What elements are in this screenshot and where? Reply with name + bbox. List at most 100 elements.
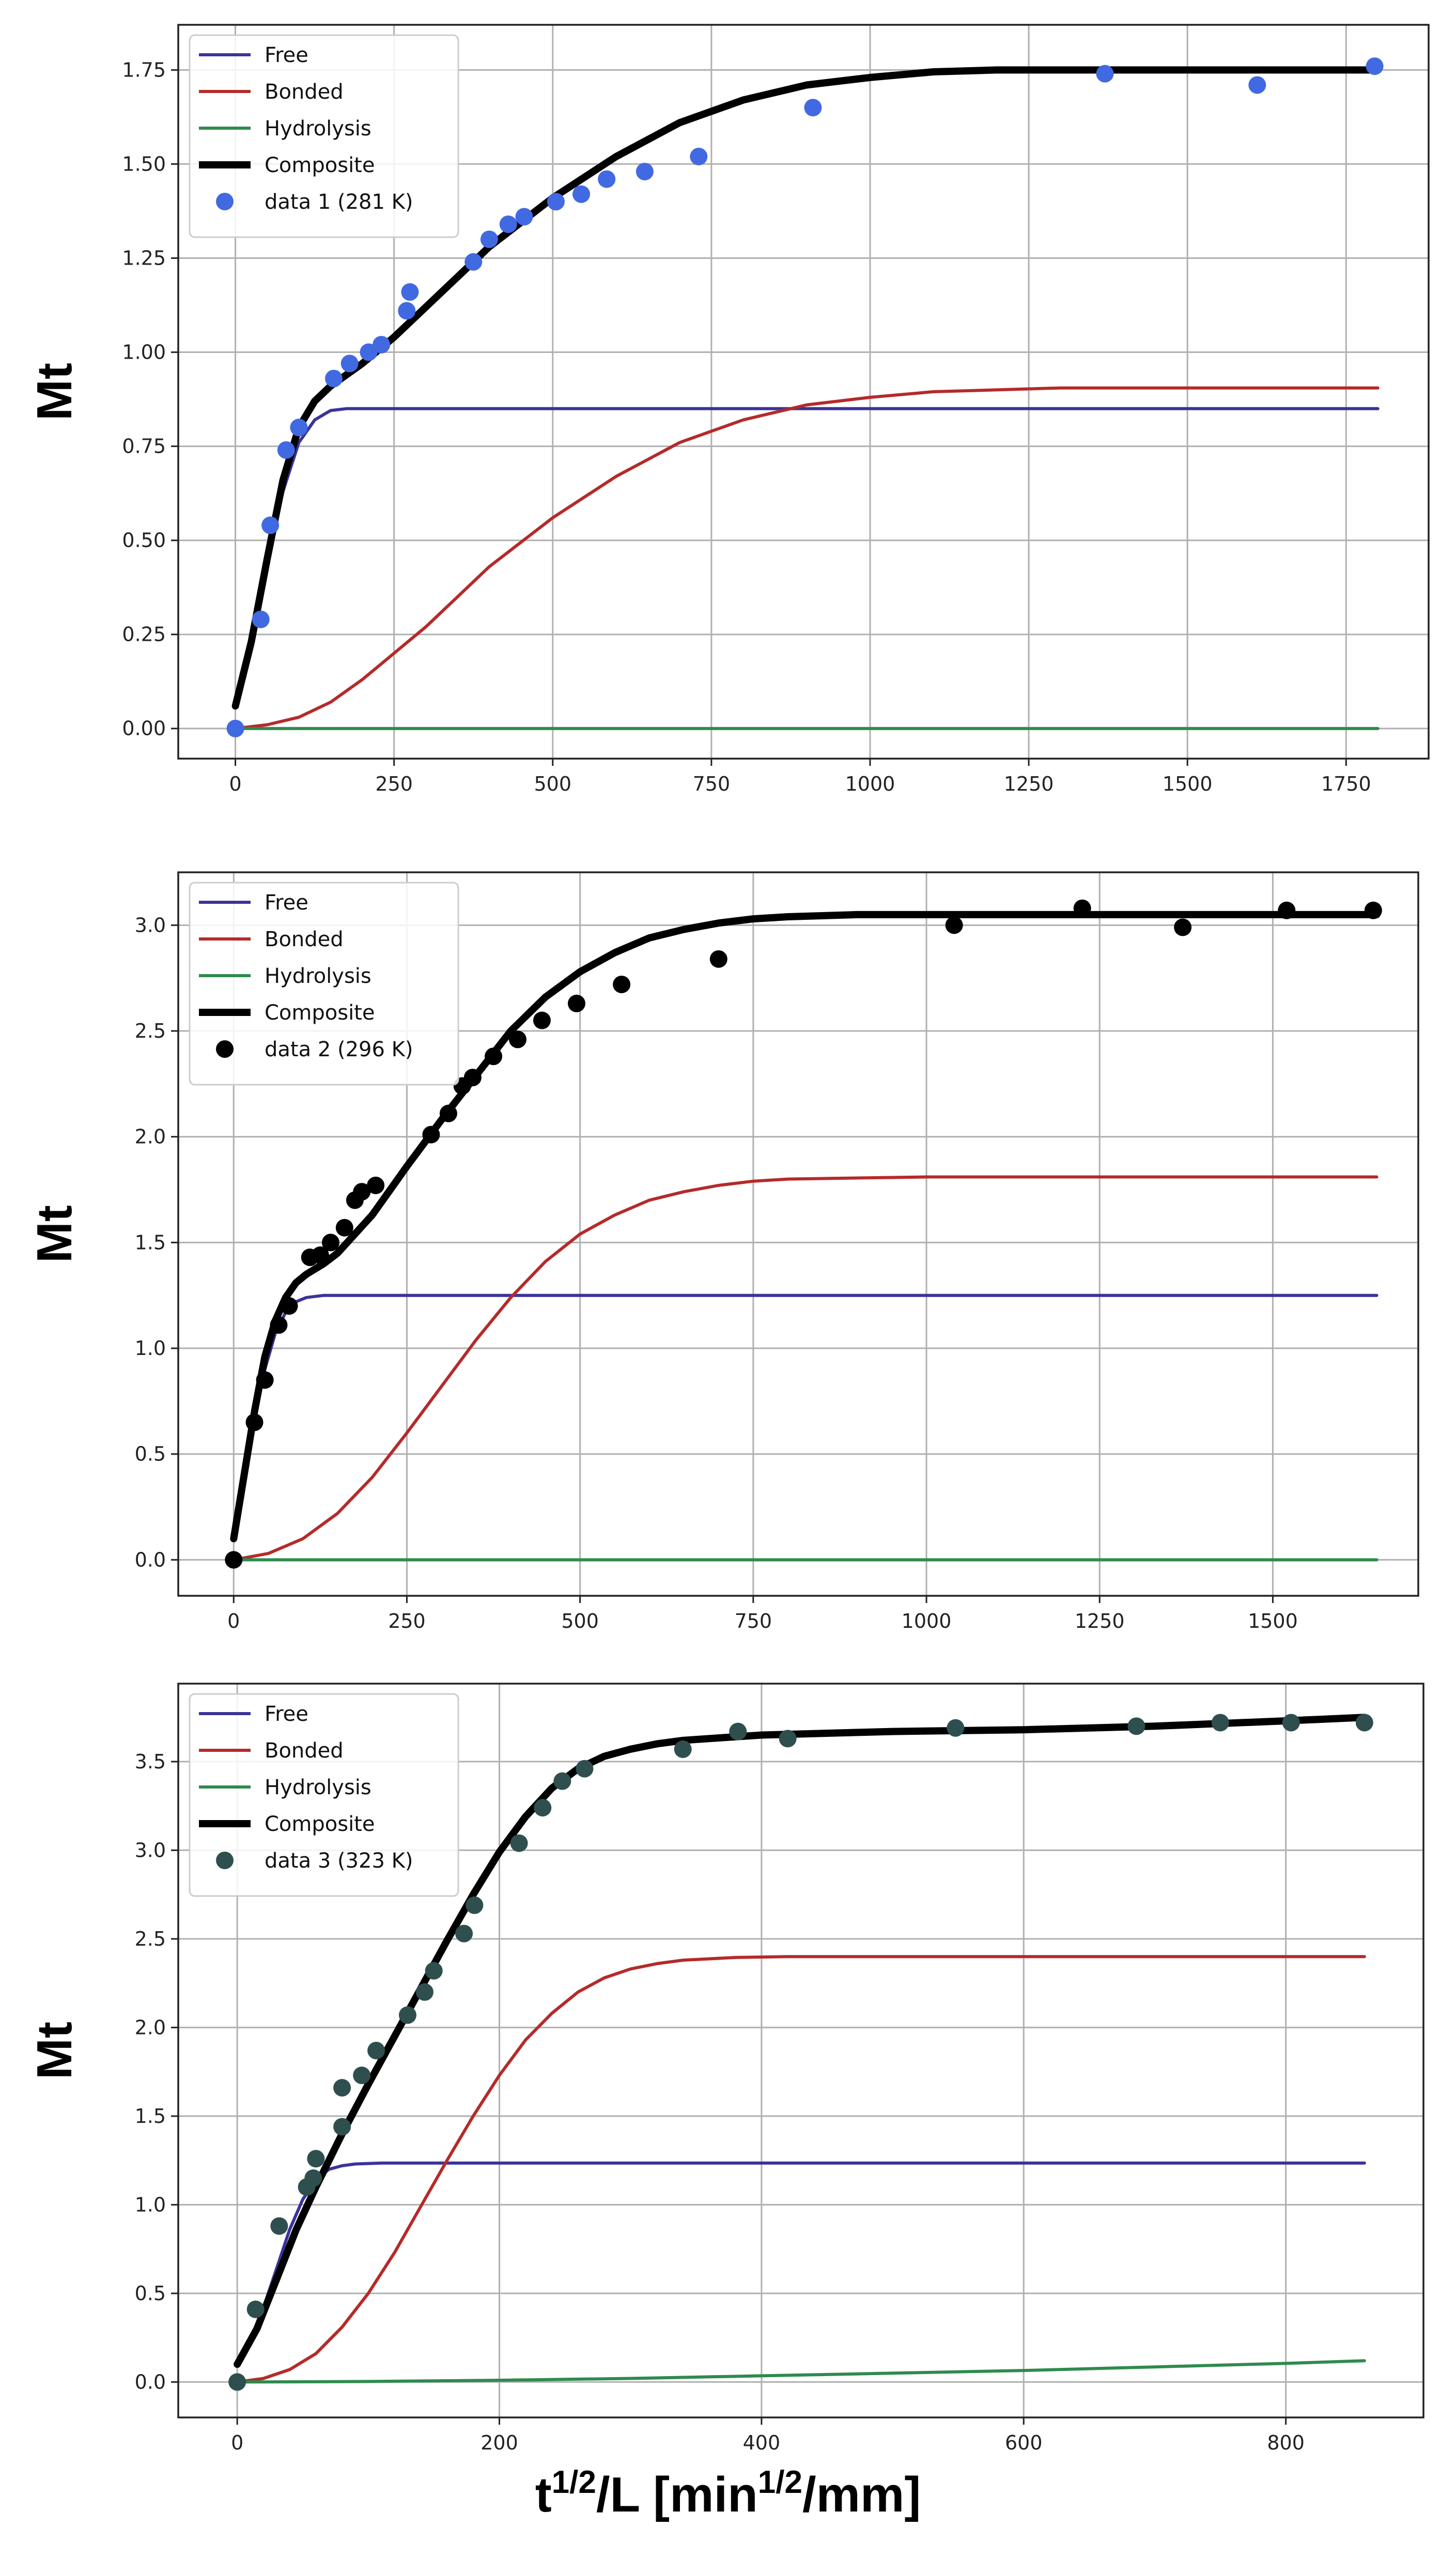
x-tick-label: 600 — [1005, 2431, 1043, 2454]
x-tick-label: 200 — [481, 2431, 518, 2454]
y-tick-label: 0.0 — [135, 2370, 166, 2393]
data-point — [547, 193, 565, 211]
y-tick-label: 3.0 — [135, 914, 166, 936]
legend-label: data 1 (281 K) — [265, 190, 413, 214]
data-point — [779, 1730, 797, 1748]
data-point — [401, 283, 419, 301]
x-tick-label: 1500 — [1163, 773, 1213, 795]
legend-label: Free — [265, 1702, 308, 1726]
x-tick-label: 0 — [229, 773, 241, 795]
data-point — [534, 1799, 552, 1817]
y-tick-label: 0.25 — [122, 623, 166, 646]
data-point — [533, 1011, 551, 1029]
data-point — [324, 369, 343, 388]
data-point — [553, 1772, 571, 1790]
x-tick-label: 1500 — [1248, 1610, 1298, 1632]
line-bonded — [232, 1175, 1378, 1562]
data-point — [225, 1551, 243, 1569]
legend-box — [189, 882, 459, 1086]
data-point — [1364, 901, 1382, 919]
data-point — [636, 163, 654, 180]
data-point — [729, 1722, 747, 1740]
line-hydrolysis — [236, 2359, 1366, 2384]
y-tick-label: 0.5 — [135, 2282, 166, 2305]
y-tick-label: 0.75 — [122, 435, 166, 458]
x-label-base: t — [535, 2467, 552, 2522]
y-tick-label: 1.75 — [122, 58, 166, 81]
data-point — [510, 1834, 528, 1852]
data-point — [613, 975, 631, 993]
y-tick-label: 3.5 — [135, 1750, 166, 1773]
chart-panel-3: 0 200 400 600 800 0.0 0.5 1.0 1.5 2.0 2.5 3.0 3.5 Mt F… — [27, 1683, 1424, 2454]
data-point — [228, 2373, 246, 2391]
x-tick-label: 1250 — [1075, 1610, 1125, 1632]
plot-frame — [177, 1683, 1424, 2418]
y-tick-label: 1.0 — [135, 2193, 166, 2216]
x-tick-label: 250 — [388, 1610, 426, 1632]
scatter-points — [228, 1714, 1373, 2391]
data-point — [340, 355, 359, 373]
data-point — [333, 2118, 351, 2136]
line-free — [236, 2161, 1366, 2366]
legend-marker — [216, 193, 234, 210]
data-point — [1355, 1714, 1373, 1732]
data-point — [947, 1719, 965, 1737]
data-point — [1366, 57, 1384, 75]
data-point — [1278, 901, 1296, 919]
data-point — [335, 1219, 353, 1237]
data-point — [304, 2169, 322, 2187]
y-tick-label: 0.00 — [122, 717, 166, 740]
y-tick-label: 1.5 — [135, 1231, 166, 1254]
legend: Free Bonded Hydrolysis Composite data 2 (296… — [189, 882, 459, 1086]
data-point — [270, 2217, 288, 2235]
y-axis-label: Mt — [27, 2022, 82, 2079]
line-bonded — [234, 386, 1380, 730]
legend-label: Hydrolysis — [265, 117, 371, 141]
x-tick-label: 1250 — [1004, 773, 1054, 795]
data-point — [353, 1183, 371, 1201]
x-label-sup2: 1/2 — [758, 2464, 802, 2500]
x-tick-label: 1750 — [1321, 773, 1371, 795]
data-point — [367, 2042, 385, 2059]
y-tick-label: 1.50 — [122, 152, 166, 175]
data-point — [261, 516, 280, 534]
data-point — [485, 1047, 503, 1066]
legend-label: Composite — [265, 153, 375, 177]
data-point — [598, 170, 616, 188]
data-point — [280, 1297, 298, 1315]
y-tick-label: 0.5 — [135, 1443, 166, 1466]
x-tick-label: 500 — [561, 1610, 599, 1632]
y-tick-label: 1.00 — [122, 341, 166, 364]
legend-label: Free — [265, 891, 308, 915]
legend-label: data 2 (296 K) — [265, 1038, 413, 1061]
legend-label: Composite — [265, 1812, 375, 1836]
y-tick-label: 2.5 — [135, 1928, 166, 1950]
legend-label: Bonded — [265, 1739, 344, 1763]
data-point — [464, 253, 483, 271]
data-point — [463, 1069, 482, 1087]
data-point — [277, 441, 295, 459]
data-point — [508, 1030, 526, 1049]
line-free — [232, 1293, 1378, 1540]
y-tick-label: 0.0 — [135, 1548, 166, 1571]
data-point — [270, 1316, 288, 1334]
legend-label: Hydrolysis — [265, 1776, 371, 1799]
x-tick-label: 400 — [743, 2431, 781, 2454]
chart-panel-2: 0 250 500 750 1000 1250 1500 0.0 0.5 1.0 1.5 2.0 2.5… — [27, 871, 1419, 1632]
y-tick-label: 2.0 — [135, 2016, 166, 2039]
x-label-end: /mm] — [802, 2467, 921, 2522]
y-axis-label: Mt — [27, 1205, 82, 1263]
data-point — [499, 215, 517, 233]
x-tick-label: 250 — [375, 773, 413, 795]
data-point — [290, 419, 308, 437]
y-axis-label: Mt — [27, 363, 82, 421]
data-point — [307, 2150, 325, 2168]
data-point — [373, 335, 391, 353]
line-bonded — [236, 1955, 1366, 2384]
plot-frame — [177, 871, 1419, 1597]
legend-label: data 3 (323 K) — [265, 1849, 413, 1873]
legend-label: Bonded — [265, 928, 344, 951]
x-tick-label: 750 — [693, 773, 731, 795]
data-point — [690, 147, 708, 165]
